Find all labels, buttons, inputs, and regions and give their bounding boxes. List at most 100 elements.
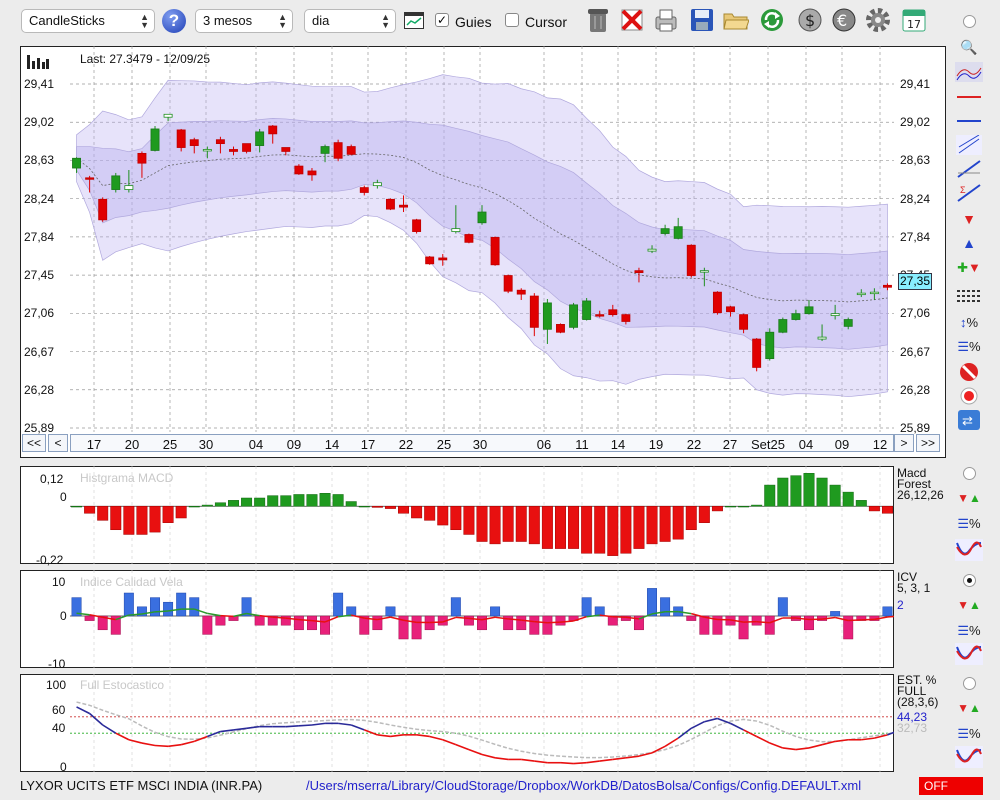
- macd-bar: [398, 505, 410, 514]
- trendline-button[interactable]: [954, 158, 984, 180]
- chart-type-select[interactable]: CandleSticks ▲ ▼: [21, 9, 155, 33]
- channel-button[interactable]: [954, 134, 984, 156]
- macd-bar: [424, 505, 436, 521]
- price-tick-right: 29,02: [900, 115, 931, 130]
- stoch-curves-button[interactable]: [954, 746, 984, 768]
- candle: [98, 197, 108, 222]
- candle: [778, 317, 788, 334]
- price-tick-left: 28,24: [24, 191, 55, 206]
- macd-panel-radio[interactable]: [963, 467, 976, 480]
- refresh-button[interactable]: [758, 6, 786, 34]
- stoch-k-segment: [625, 755, 640, 759]
- price-chart-panel: Last: 27.3479 - 12/09/25: [20, 46, 946, 458]
- scale-percent-button[interactable]: ↕%: [954, 311, 984, 333]
- swap-button[interactable]: ⇄: [954, 409, 984, 431]
- nav-first-button[interactable]: <<: [22, 434, 46, 452]
- icv-signal-segment: [115, 614, 130, 621]
- fibonacci-icon: Σ: [957, 184, 981, 202]
- save-button[interactable]: [688, 6, 716, 34]
- record-button[interactable]: [954, 385, 984, 407]
- candle: [817, 324, 827, 342]
- percent-lines-button[interactable]: ☰%: [954, 336, 984, 358]
- grid-lines-button[interactable]: [954, 285, 984, 307]
- candle-body: [608, 309, 618, 316]
- stochastic-panel-radio[interactable]: [963, 677, 976, 690]
- macd-histogram[interactable]: [70, 466, 894, 564]
- settings-button[interactable]: [864, 6, 892, 34]
- nav-last-button[interactable]: >>: [916, 434, 940, 452]
- bollinger-button[interactable]: [954, 61, 984, 83]
- nav-prev-button[interactable]: <: [48, 434, 68, 452]
- candle: [294, 164, 304, 175]
- stoch-k-segment: [664, 737, 679, 747]
- config-path[interactable]: /Users/mserra/Library/CloudStorage/Dropb…: [306, 778, 862, 793]
- macd-curves-button[interactable]: [954, 539, 984, 561]
- zoom-button[interactable]: 🔍: [954, 36, 984, 58]
- candlestick-chart[interactable]: [70, 46, 894, 432]
- macd-bar: [371, 505, 383, 508]
- calendar-button[interactable]: 17: [900, 6, 928, 34]
- icv-signal-segment: [678, 610, 692, 615]
- buy-signal-button[interactable]: ▲: [954, 232, 984, 254]
- icv-bar: [110, 615, 121, 635]
- macd-bar: [515, 505, 527, 542]
- chart-window-button[interactable]: [404, 12, 424, 29]
- interval-value: dia: [312, 13, 330, 28]
- icv-chart[interactable]: [70, 570, 894, 668]
- help-button[interactable]: ?: [162, 9, 186, 33]
- icv-bar: [463, 615, 474, 626]
- date-scrollbar[interactable]: [70, 434, 894, 452]
- macd-bar: [293, 494, 305, 507]
- horizontal-line-red-button[interactable]: [954, 86, 984, 108]
- candle: [503, 274, 513, 294]
- horizontal-line-blue-button[interactable]: [954, 110, 984, 132]
- currency-button[interactable]: €: [830, 6, 858, 34]
- swap-arrows-icon: ⇄: [958, 410, 980, 430]
- icv-bar: [804, 615, 814, 631]
- candle-body: [346, 146, 356, 155]
- icv-signals-button[interactable]: ▼▲: [954, 594, 984, 616]
- candle: [595, 310, 605, 318]
- trash-button[interactable]: [584, 6, 612, 34]
- delete-button[interactable]: [618, 6, 646, 34]
- icv-bar: [346, 606, 357, 617]
- macd-tick-min: -0,22: [36, 553, 64, 567]
- stoch-k-segment: [455, 743, 470, 751]
- macd-bar: [319, 493, 331, 507]
- candle: [739, 313, 749, 334]
- open-button[interactable]: [722, 6, 750, 34]
- candle: [516, 288, 526, 300]
- candle-body: [294, 165, 304, 175]
- update-data-button[interactable]: $: [796, 6, 824, 34]
- candle: [869, 288, 879, 300]
- print-button[interactable]: [652, 6, 680, 34]
- stoch-k-segment: [651, 745, 666, 754]
- candle-body: [124, 185, 134, 190]
- candle: [425, 256, 435, 265]
- candle-body: [660, 228, 670, 234]
- guides-checkbox[interactable]: ✓: [435, 13, 449, 27]
- macd-signals-button[interactable]: ▼▲: [954, 487, 984, 509]
- macd-levels-button[interactable]: ☰%: [954, 513, 984, 535]
- sell-signal-button[interactable]: ▼: [954, 208, 984, 230]
- stochastic-chart[interactable]: [70, 674, 894, 772]
- icv-bar: [607, 615, 618, 626]
- stop-button[interactable]: [954, 361, 984, 383]
- icv-bar: [176, 592, 187, 617]
- period-select[interactable]: 3 mesos ▲ ▼: [195, 9, 293, 33]
- interval-select[interactable]: dia ▲ ▼: [304, 9, 396, 33]
- nav-next-button[interactable]: >: [894, 434, 914, 452]
- stoch-levels-button[interactable]: ☰%: [954, 723, 984, 745]
- icv-panel-radio[interactable]: [963, 574, 976, 587]
- cursor-checkbox[interactable]: [505, 13, 519, 27]
- main-panel-radio[interactable]: [963, 15, 976, 28]
- add-signal-button[interactable]: ✚▼: [954, 257, 984, 279]
- candle-body: [202, 149, 212, 152]
- icv-levels-button[interactable]: ☰%: [954, 620, 984, 642]
- status-badge[interactable]: OFF: [919, 777, 983, 795]
- percent-lines-icon: ☰%: [957, 339, 981, 354]
- icv-curves-button[interactable]: [954, 643, 984, 665]
- icv-signal-segment: [76, 612, 90, 616]
- stoch-signals-button[interactable]: ▼▲: [954, 697, 984, 719]
- fibonacci-button[interactable]: Σ: [954, 182, 984, 204]
